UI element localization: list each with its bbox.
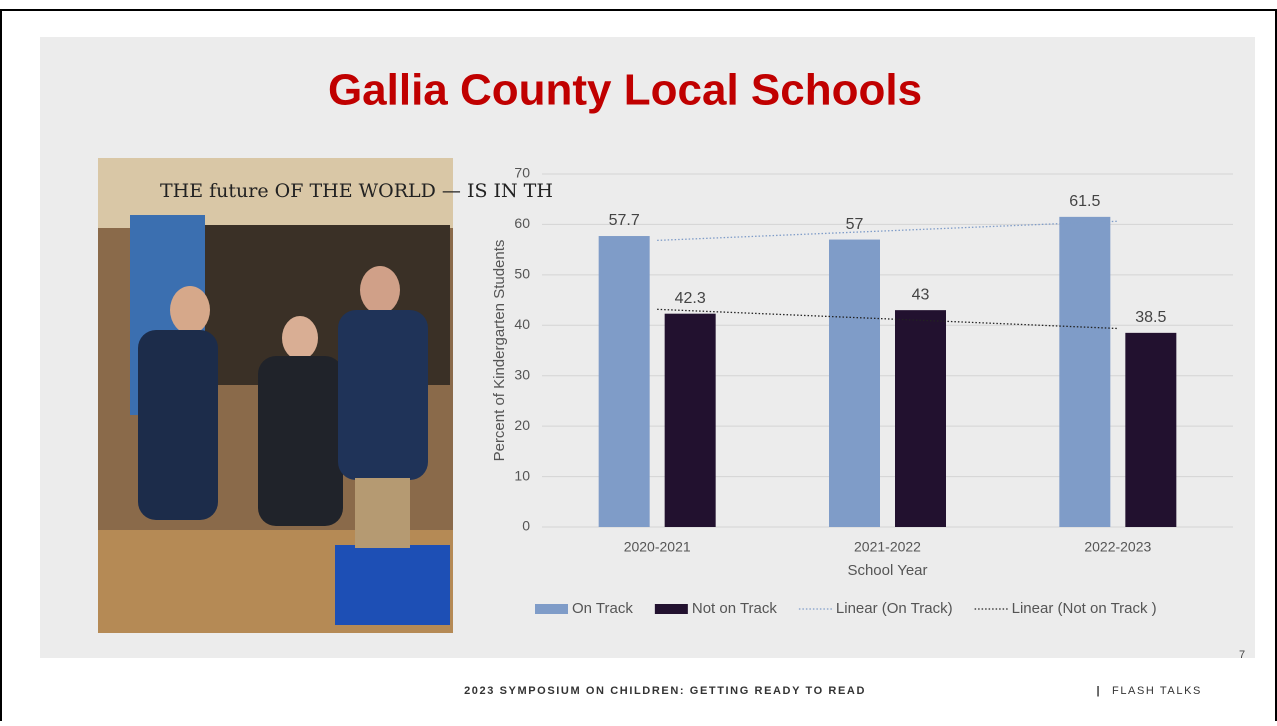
chart: 0 10 20 30 40 50 60 70 Percent of Kindergarten S… bbox=[491, 165, 1233, 617]
legend-label: On Track bbox=[572, 600, 633, 617]
value-label: 43 bbox=[912, 286, 930, 303]
legend-label: Linear (Not on Track ) bbox=[1012, 600, 1157, 617]
y-tick-label: 10 bbox=[514, 467, 530, 483]
footer-separator: | bbox=[1096, 685, 1099, 697]
x-tick-label: 2021-2022 bbox=[854, 539, 921, 555]
bar bbox=[1125, 332, 1177, 527]
x-tick-label: 2022-2023 bbox=[1084, 539, 1151, 555]
y-tick-label: 40 bbox=[514, 316, 530, 332]
y-axis-label: Percent of Kindergarten Students bbox=[491, 240, 508, 462]
y-tick-label: 0 bbox=[522, 518, 530, 534]
photo-text: THE future OF THE WORLD — IS IN TH bbox=[160, 180, 553, 202]
legend-label: Not on Track bbox=[692, 600, 778, 617]
legend-swatch bbox=[535, 604, 568, 614]
x-tick-label: 2020-2021 bbox=[624, 539, 691, 555]
value-label: 42.3 bbox=[675, 290, 706, 307]
photo-person bbox=[258, 356, 343, 526]
photo-person bbox=[360, 266, 400, 314]
legend-swatch bbox=[654, 604, 688, 614]
value-label: 38.5 bbox=[1135, 309, 1166, 326]
bar bbox=[829, 239, 880, 528]
photo-person bbox=[282, 316, 318, 360]
legend-label: Linear (On Track) bbox=[836, 600, 953, 617]
footer-event: 2023 SYMPOSIUM ON CHILDREN: GETTING READ… bbox=[464, 685, 866, 697]
photo-person bbox=[355, 478, 410, 548]
bar bbox=[664, 313, 716, 527]
value-label: 57.7 bbox=[609, 212, 640, 229]
y-tick-label: 70 bbox=[514, 165, 530, 181]
value-label: 61.5 bbox=[1069, 193, 1100, 210]
photo-person bbox=[338, 310, 428, 480]
bar bbox=[598, 236, 650, 527]
bar bbox=[1059, 216, 1111, 527]
bar bbox=[895, 310, 946, 527]
y-tick-label: 50 bbox=[514, 266, 530, 282]
footer-section: FLASH TALKS bbox=[1112, 685, 1202, 697]
photo-person bbox=[170, 286, 210, 334]
y-tick-label: 60 bbox=[514, 215, 530, 231]
photo: THE future OF THE WORLD — IS IN TH bbox=[98, 158, 553, 633]
value-label: 57 bbox=[846, 216, 864, 233]
page-number: 7 bbox=[1239, 649, 1245, 661]
x-axis-label: School Year bbox=[847, 562, 927, 579]
y-tick-label: 30 bbox=[514, 366, 530, 382]
slide-title: Gallia County Local Schools bbox=[328, 66, 922, 115]
y-tick-label: 20 bbox=[514, 417, 530, 433]
photo-toy bbox=[335, 545, 450, 625]
photo-person bbox=[138, 330, 218, 520]
